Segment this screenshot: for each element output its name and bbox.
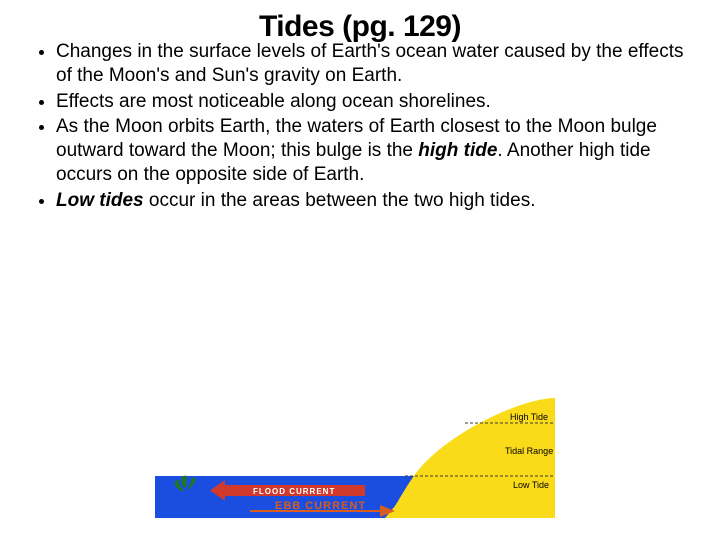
list-item: Changes in the surface levels of Earth's…	[56, 40, 700, 88]
flood-label: FLOOD CURRENT	[253, 487, 335, 496]
slide-title: Tides (pg. 129)	[20, 10, 700, 44]
bullet-emphasis: high tide	[418, 140, 497, 161]
bullet-list: Changes in the surface levels of Earth's…	[20, 40, 700, 212]
list-item: Effects are most noticeable along ocean …	[56, 90, 700, 114]
bullet-emphasis: Low tides	[56, 190, 144, 211]
list-item: As the Moon orbits Earth, the waters of …	[56, 115, 700, 186]
low-tide-label: Low Tide	[513, 480, 549, 490]
bullet-text: Effects are most noticeable along ocean …	[56, 91, 491, 112]
slide: Tides (pg. 129) Changes in the surface l…	[0, 0, 720, 540]
tide-diagram-svg: High Tide Tidal Range Low Tide FLOOD CUR…	[155, 398, 555, 518]
ebb-label: EBB CURRENT	[275, 500, 366, 512]
tidal-range-label: Tidal Range	[505, 446, 553, 456]
bullet-text: Changes in the surface levels of Earth's…	[56, 41, 683, 86]
tide-diagram: High Tide Tidal Range Low Tide FLOOD CUR…	[155, 398, 555, 518]
high-tide-label: High Tide	[510, 412, 548, 422]
list-item: Low tides occur in the areas between the…	[56, 189, 700, 213]
bullet-text: occur in the areas between the two high …	[144, 190, 536, 211]
